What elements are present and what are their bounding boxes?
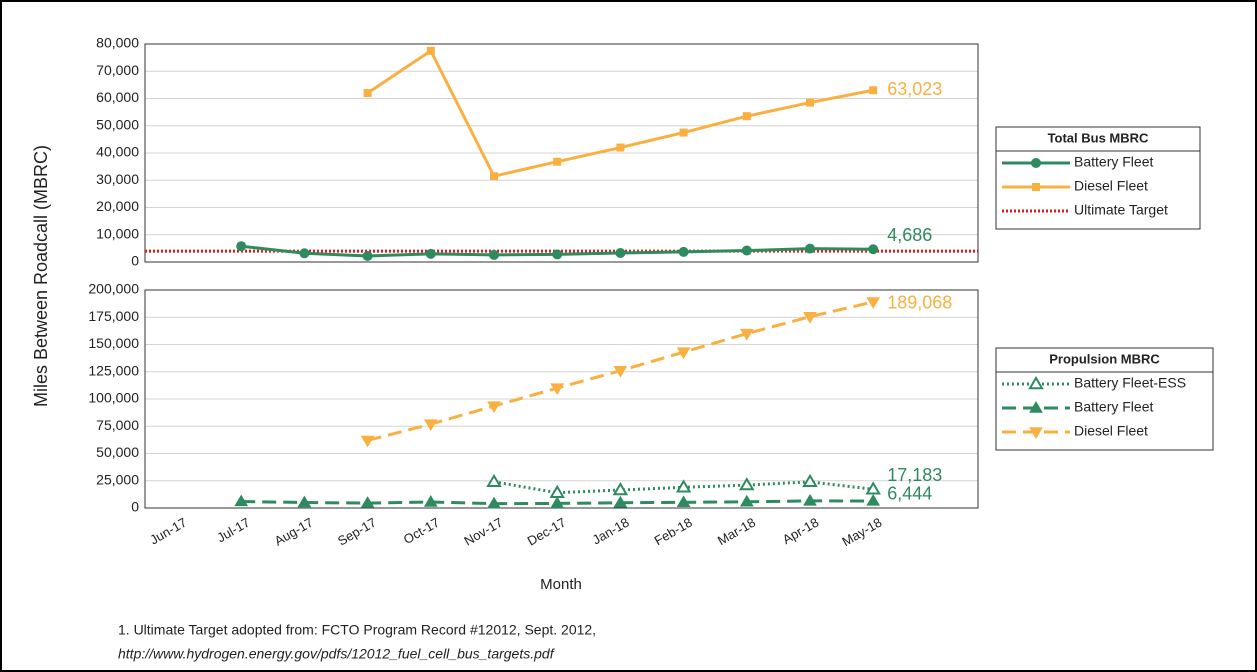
data-point [805, 243, 815, 254]
data-point [739, 477, 755, 491]
data-point [550, 496, 565, 509]
data-point [802, 473, 818, 488]
data-label: 189,068 [887, 293, 952, 313]
data-point [679, 128, 688, 137]
data-label: 6,444 [887, 484, 932, 504]
data-point [425, 248, 436, 259]
y-tick-label: 50,000 [96, 116, 139, 132]
data-point [486, 473, 502, 488]
data-point [426, 46, 435, 55]
data-point [552, 249, 563, 260]
legend-label: Battery Fleet-ESS [1074, 375, 1186, 391]
legend-title: Total Bus MBRC [1048, 130, 1149, 145]
y-axis-label: Miles Between Roadcall (MBRC) [31, 145, 51, 407]
data-point [487, 401, 501, 414]
data-point [678, 246, 689, 257]
y-tick-label: 0 [131, 499, 139, 515]
legend-marker [1031, 158, 1041, 168]
legend-label: Diesel Fleet [1074, 423, 1148, 439]
data-point [613, 365, 628, 378]
data-point [866, 297, 881, 309]
data-point [423, 495, 438, 507]
legend-marker [1028, 376, 1044, 390]
data-label: 17,183 [887, 465, 942, 485]
legend-label: Ultimate Target [1074, 202, 1168, 218]
y-tick-label: 50,000 [96, 444, 139, 460]
data-point [490, 172, 498, 181]
data-point [553, 157, 562, 166]
data-point [613, 495, 628, 508]
y-tick-label: 75,000 [96, 417, 139, 433]
data-point [360, 435, 375, 448]
footnote: http://www.hydrogen.energy.gov/pdfs/1201… [118, 646, 556, 662]
data-point [803, 493, 817, 506]
data-point [612, 482, 629, 496]
y-tick-label: 0 [131, 253, 139, 269]
data-point [550, 383, 565, 396]
data-point [236, 241, 247, 252]
y-tick-label: 10,000 [96, 225, 139, 241]
data-point [487, 496, 501, 509]
legend-label: Diesel Fleet [1074, 178, 1148, 194]
data-point [742, 112, 751, 121]
y-tick-label: 80,000 [96, 35, 139, 51]
data-point [234, 494, 249, 507]
data-point [739, 328, 754, 341]
legend-marker [1029, 401, 1043, 413]
data-point [616, 143, 625, 152]
y-tick-label: 200,000 [88, 281, 139, 297]
y-tick-label: 25,000 [96, 471, 139, 487]
x-axis-label: Month [540, 576, 582, 593]
legend-marker [1029, 427, 1043, 439]
data-point [615, 248, 626, 259]
y-tick-label: 40,000 [96, 144, 139, 160]
y-tick-label: 175,000 [88, 308, 139, 324]
data-point [489, 249, 499, 260]
legend-title: Propulsion MBRC [1049, 351, 1160, 366]
data-point [865, 481, 881, 495]
data-point [299, 248, 310, 259]
data-label: 4,686 [887, 225, 932, 245]
data-point [676, 347, 691, 360]
y-tick-label: 70,000 [96, 62, 139, 78]
data-point [297, 495, 312, 508]
y-tick-label: 150,000 [88, 335, 139, 351]
data-point [866, 493, 881, 506]
data-point [362, 251, 373, 262]
plot-frame [144, 43, 979, 263]
y-tick-label: 60,000 [96, 89, 139, 105]
data-point [868, 244, 879, 255]
data-point [741, 245, 752, 256]
data-point [803, 312, 817, 324]
legend-label: Battery Fleet [1074, 154, 1153, 170]
y-tick-label: 30,000 [96, 171, 139, 187]
data-point [363, 89, 372, 98]
legend-label: Battery Fleet [1074, 399, 1153, 415]
data-point [806, 98, 814, 107]
data-point [423, 419, 438, 432]
data-point [675, 479, 692, 493]
data-point [869, 86, 878, 95]
data-point [360, 496, 375, 508]
y-tick-label: 125,000 [88, 362, 139, 378]
data-point [676, 495, 691, 508]
footnote: 1. Ultimate Target adopted from: FCTO Pr… [118, 622, 596, 638]
legend-marker [1032, 183, 1040, 191]
y-tick-label: 100,000 [88, 390, 139, 406]
data-point [739, 494, 754, 507]
data-label: 63,023 [887, 79, 942, 99]
y-tick-label: 20,000 [96, 198, 139, 214]
